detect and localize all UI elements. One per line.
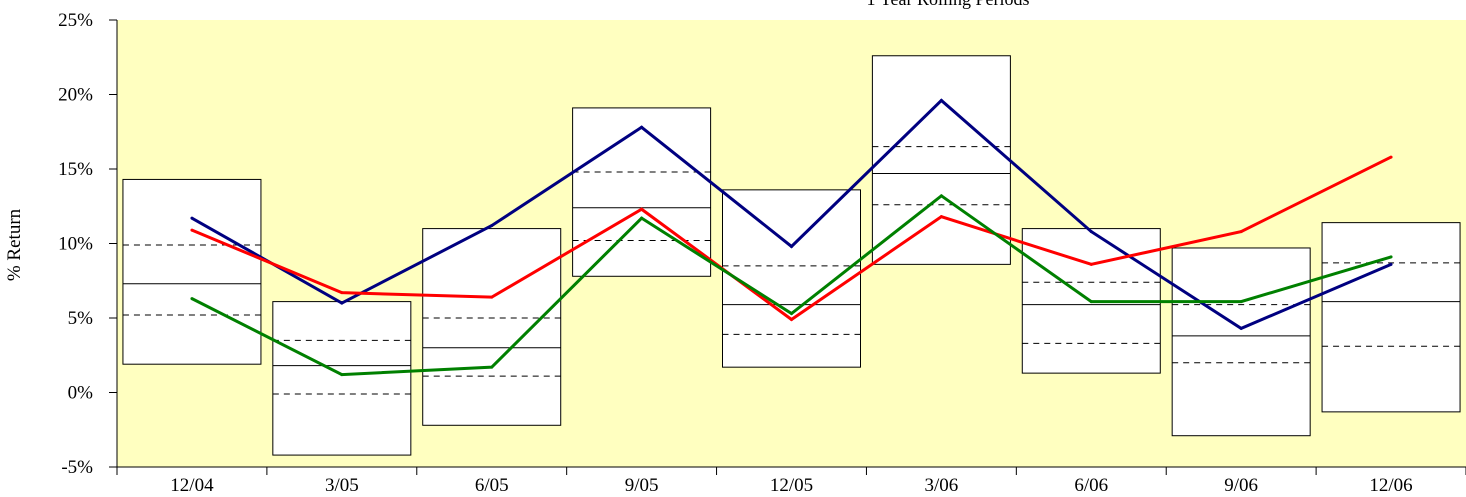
series-2-point-1 (340, 373, 344, 377)
y-tick-label-5: 20% (58, 85, 93, 106)
series-2-point-7 (1239, 300, 1243, 304)
series-0-point-3 (640, 125, 644, 129)
series-1-point-6 (1089, 262, 1093, 266)
series-2-point-0 (190, 297, 194, 301)
y-tick-label-2: 5% (68, 308, 94, 329)
x-tick-label-6: 6/06 (1074, 475, 1108, 496)
box-8 (1321, 222, 1461, 413)
series-0-point-1 (340, 301, 344, 305)
chart-title: 1 Year Rolling Periods (866, 0, 1029, 9)
series-0-point-4 (790, 244, 793, 248)
y-axis-label: % Return (4, 208, 25, 281)
series-2-point-4 (790, 312, 793, 316)
series-1-point-2 (490, 295, 494, 299)
series-1-point-7 (1239, 230, 1243, 234)
series-1-point-5 (939, 215, 943, 219)
series-0-point-2 (490, 224, 494, 228)
series-0-point-6 (1089, 230, 1093, 234)
x-tick-label-4: 12/05 (770, 475, 813, 496)
x-tick-label-2: 6/05 (475, 475, 509, 496)
box-2 (422, 228, 562, 426)
x-tick-label-8: 12/06 (1369, 475, 1412, 496)
y-tick-label-1: 0% (68, 383, 94, 404)
series-1-point-3 (640, 207, 644, 211)
box-0 (122, 178, 262, 365)
series-2-point-6 (1089, 300, 1093, 304)
series-1-point-4 (790, 317, 793, 321)
box-3 (572, 107, 712, 277)
x-tick-label-1: 3/05 (325, 475, 359, 496)
x-tick-label-5: 3/06 (924, 475, 958, 496)
y-tick-label-0: -5% (61, 457, 93, 478)
series-1-point-0 (190, 228, 194, 232)
series-0-point-0 (190, 216, 194, 220)
y-tick-label-4: 15% (58, 159, 93, 180)
box-1 (272, 301, 412, 456)
series-0-point-5 (939, 98, 943, 102)
y-tick-label-3: 10% (58, 234, 93, 255)
x-tick-label-3: 9/05 (625, 475, 659, 496)
series-0-point-7 (1239, 326, 1243, 330)
plot-area: -5% 0% 5% 10% 15% 20% 25% 12/04 3/05 6/05 9/05 12/0… (58, 10, 1466, 496)
y-tick-label-6: 25% (58, 10, 93, 31)
series-1-point-8 (1389, 155, 1393, 159)
x-tick-label-0: 12/04 (170, 475, 214, 496)
series-1-point-1 (340, 291, 344, 295)
box-7 (1171, 247, 1311, 437)
series-2-point-2 (490, 365, 494, 369)
series-2-point-8 (1389, 255, 1393, 259)
x-tick-label-7: 9/06 (1224, 475, 1258, 496)
box-4 (722, 189, 861, 368)
series-2-point-5 (939, 194, 943, 198)
series-2-point-3 (640, 216, 644, 220)
series-0-point-8 (1389, 262, 1393, 266)
